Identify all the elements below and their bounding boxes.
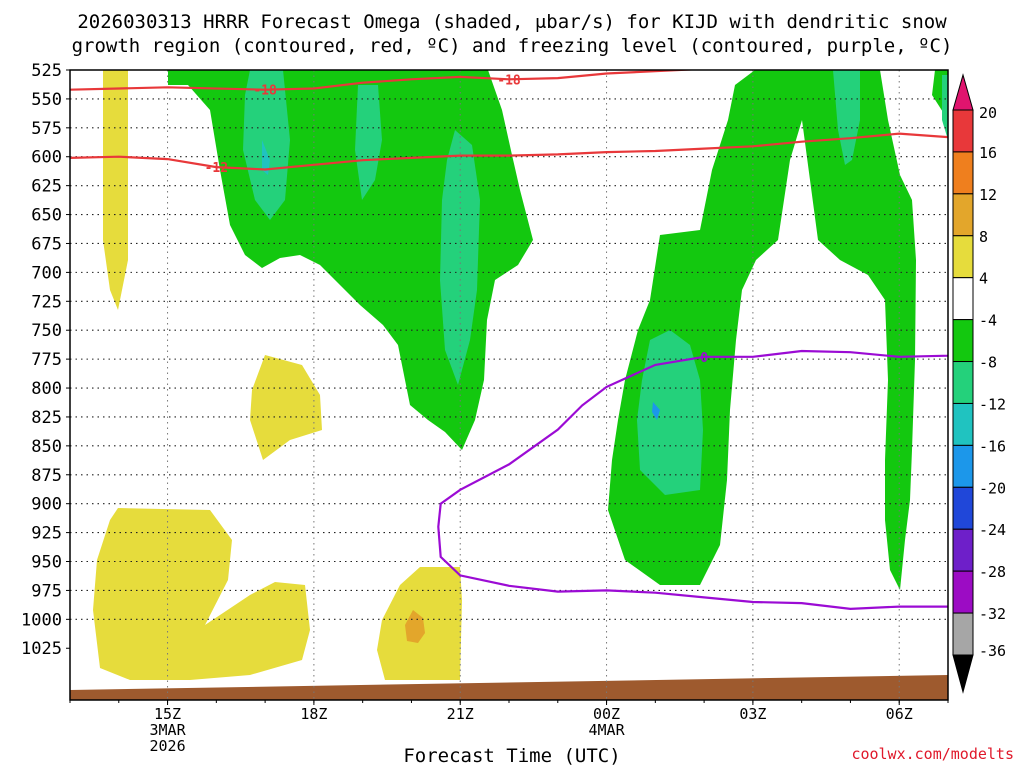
omega-teal-upper-left	[243, 70, 290, 220]
colorbar-swatch	[952, 486, 974, 530]
colorbar-label: -20	[979, 479, 1006, 497]
chart-grid	[70, 70, 948, 700]
colorbar-swatch	[952, 570, 974, 614]
y-tick-label: 875	[31, 466, 62, 486]
omega-yellow-column-14z	[103, 70, 128, 310]
colorbar-swatch	[952, 612, 974, 656]
y-tick-label: 925	[31, 524, 62, 544]
colorbar-swatch	[952, 444, 974, 488]
contour-label: 0	[700, 351, 708, 366]
terrain-fill	[70, 675, 948, 700]
contour-label: -18	[253, 84, 277, 99]
y-axis: 525 550 575 600 625 650 675 700 725 750 775 800 825 8…	[21, 61, 70, 659]
y-tick-label: 800	[31, 379, 62, 399]
omega-teal-upper-middle	[355, 85, 382, 200]
credit-text: coolwx.com/modelts	[851, 745, 1014, 763]
colorbar-swatch	[952, 151, 974, 195]
colorbar-label: -8	[979, 354, 997, 372]
omega-teal-right-edge	[942, 75, 948, 140]
y-tick-label: 675	[31, 234, 62, 254]
x-tick-date: 4MAR	[588, 721, 625, 739]
y-tick-label: 600	[31, 148, 62, 168]
x-tick-date: 3MAR	[149, 721, 186, 739]
colorbar-label: 8	[979, 228, 988, 246]
omega-orange-core	[405, 610, 425, 643]
x-tick-label: 18Z	[300, 705, 327, 723]
y-tick-label: 950	[31, 553, 62, 573]
colorbar-swatch	[952, 528, 974, 572]
colorbar-label: 12	[979, 186, 997, 204]
colorbar-label: -12	[979, 395, 1006, 413]
y-tick-label: 650	[31, 206, 62, 226]
colorbar-label: -16	[979, 437, 1006, 455]
colorbar-swatch	[952, 402, 974, 446]
y-tick-label: 550	[31, 90, 62, 110]
x-tick-label: 21Z	[447, 705, 474, 723]
colorbar-swatch	[952, 361, 974, 404]
y-tick-label: 625	[31, 177, 62, 197]
colorbar-label: -36	[979, 642, 1006, 660]
colorbar-label: -4	[979, 312, 997, 330]
colorbar-bottom-arrow	[952, 654, 974, 694]
y-tick-label: 900	[31, 495, 62, 515]
contour-dgz_minus18	[70, 70, 703, 91]
colorbar-label: 20	[979, 104, 997, 122]
y-tick-label: 825	[31, 408, 62, 428]
y-tick-label: 700	[31, 263, 62, 283]
x-tick-label: 00Z	[593, 705, 620, 723]
x-tick-label: 15Z	[154, 705, 181, 723]
x-tick-label: 03Z	[739, 705, 766, 723]
y-tick-label: 750	[31, 321, 62, 341]
colorbar-label: 4	[979, 270, 988, 288]
x-axis-title: Forecast Time (UTC)	[403, 745, 621, 767]
contour-label: -12	[205, 161, 228, 176]
omega-yellow-blob-17z	[250, 355, 322, 460]
colorbar-top-arrow	[952, 73, 974, 111]
omega-green-upper-band	[168, 70, 533, 450]
contour-lines	[70, 70, 948, 611]
omega-yellow-lower-left	[93, 508, 310, 680]
y-tick-label: 1000	[21, 610, 62, 630]
colorbar-swatch	[952, 319, 974, 363]
contour-labels: -18 -12 0 -18	[205, 73, 709, 366]
y-tick-label: 725	[31, 292, 62, 312]
omega-cyan-core-right	[652, 402, 660, 420]
y-tick-label: 975	[31, 581, 62, 601]
colorbar-label: -24	[979, 521, 1006, 539]
colorbar-swatch	[952, 193, 974, 237]
colorbar-swatch	[952, 235, 974, 279]
y-tick-label: 525	[31, 61, 62, 81]
y-tick-label: 1025	[21, 639, 62, 659]
colorbar-label: -32	[979, 605, 1006, 623]
omega-teal-mid-right	[637, 330, 703, 495]
x-tick-year: 2026	[149, 737, 185, 755]
x-tick-label: 06Z	[886, 705, 913, 723]
colorbar-swatch	[952, 277, 974, 321]
colorbar-swatch	[952, 109, 974, 153]
chart-title-line1: 2026030313 HRRR Forecast Omega (shaded, …	[77, 11, 947, 33]
chart-title-line2: growth region (contoured, red, ºC) and f…	[71, 35, 953, 57]
colorbar-label: -28	[979, 563, 1006, 581]
colorbar: 20 16 12 8 4 -4 -8 -12 -16 -20 -24 -28 -32 -36	[952, 73, 1006, 694]
contour-dgz_minus12	[70, 132, 948, 171]
contour-freezing_0	[437, 349, 948, 611]
y-tick-label: 775	[31, 350, 62, 370]
omega-cyan-core-left	[262, 140, 270, 175]
contour-label: -18	[497, 73, 521, 88]
y-tick-label: 575	[31, 119, 62, 139]
y-tick-label: 850	[31, 437, 62, 457]
omega-teal-upper-right	[833, 70, 860, 165]
colorbar-label: 16	[979, 144, 997, 162]
